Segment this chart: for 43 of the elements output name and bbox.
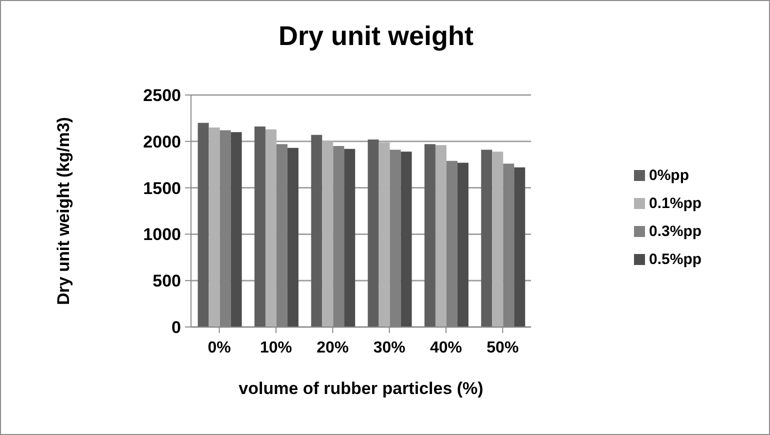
y-tick-label: 500 bbox=[152, 272, 181, 291]
chart-title: Dry unit weight bbox=[278, 21, 474, 52]
bar bbox=[333, 146, 344, 327]
x-tick-label: 40% bbox=[430, 339, 462, 356]
x-tick-label: 10% bbox=[260, 339, 292, 356]
bar bbox=[514, 167, 526, 327]
bar bbox=[435, 145, 446, 327]
y-tick-label: 1000 bbox=[143, 225, 181, 244]
x-tick-label: 0% bbox=[208, 339, 231, 356]
legend-label: 0.5%pp bbox=[649, 251, 702, 268]
bar bbox=[424, 144, 436, 327]
bar bbox=[378, 142, 390, 327]
legend-label: 0.1%pp bbox=[649, 195, 702, 212]
y-tick-label: 0 bbox=[172, 318, 181, 338]
y-axis-title: Dry unit weight (kg/m3) bbox=[54, 117, 74, 305]
x-tick-label: 30% bbox=[373, 339, 406, 356]
y-tick-label: 2500 bbox=[143, 86, 181, 106]
bar bbox=[503, 164, 514, 327]
bar bbox=[492, 152, 504, 327]
legend-label: 0.3%pp bbox=[649, 223, 702, 240]
bar bbox=[287, 148, 298, 327]
bar bbox=[208, 127, 220, 327]
x-tick-label: 50% bbox=[486, 339, 519, 356]
bar bbox=[368, 140, 379, 327]
bar bbox=[311, 134, 322, 327]
bar bbox=[265, 129, 276, 327]
bar bbox=[400, 152, 412, 327]
bar bbox=[446, 160, 458, 327]
bar bbox=[457, 162, 468, 327]
legend-label: 0%pp bbox=[649, 167, 690, 184]
bar bbox=[322, 140, 334, 327]
bar bbox=[276, 144, 288, 327]
x-tick-label: 20% bbox=[316, 339, 349, 356]
bar bbox=[230, 132, 242, 327]
bar bbox=[481, 150, 492, 327]
y-tick-label: 1500 bbox=[143, 178, 181, 198]
bar bbox=[390, 150, 401, 327]
bar bbox=[198, 122, 209, 327]
bar bbox=[254, 126, 266, 327]
bar bbox=[220, 130, 231, 327]
bar bbox=[344, 148, 356, 327]
y-tick-label: 2000 bbox=[143, 132, 181, 152]
x-axis-title: volume of rubber particles (%) bbox=[238, 379, 484, 398]
